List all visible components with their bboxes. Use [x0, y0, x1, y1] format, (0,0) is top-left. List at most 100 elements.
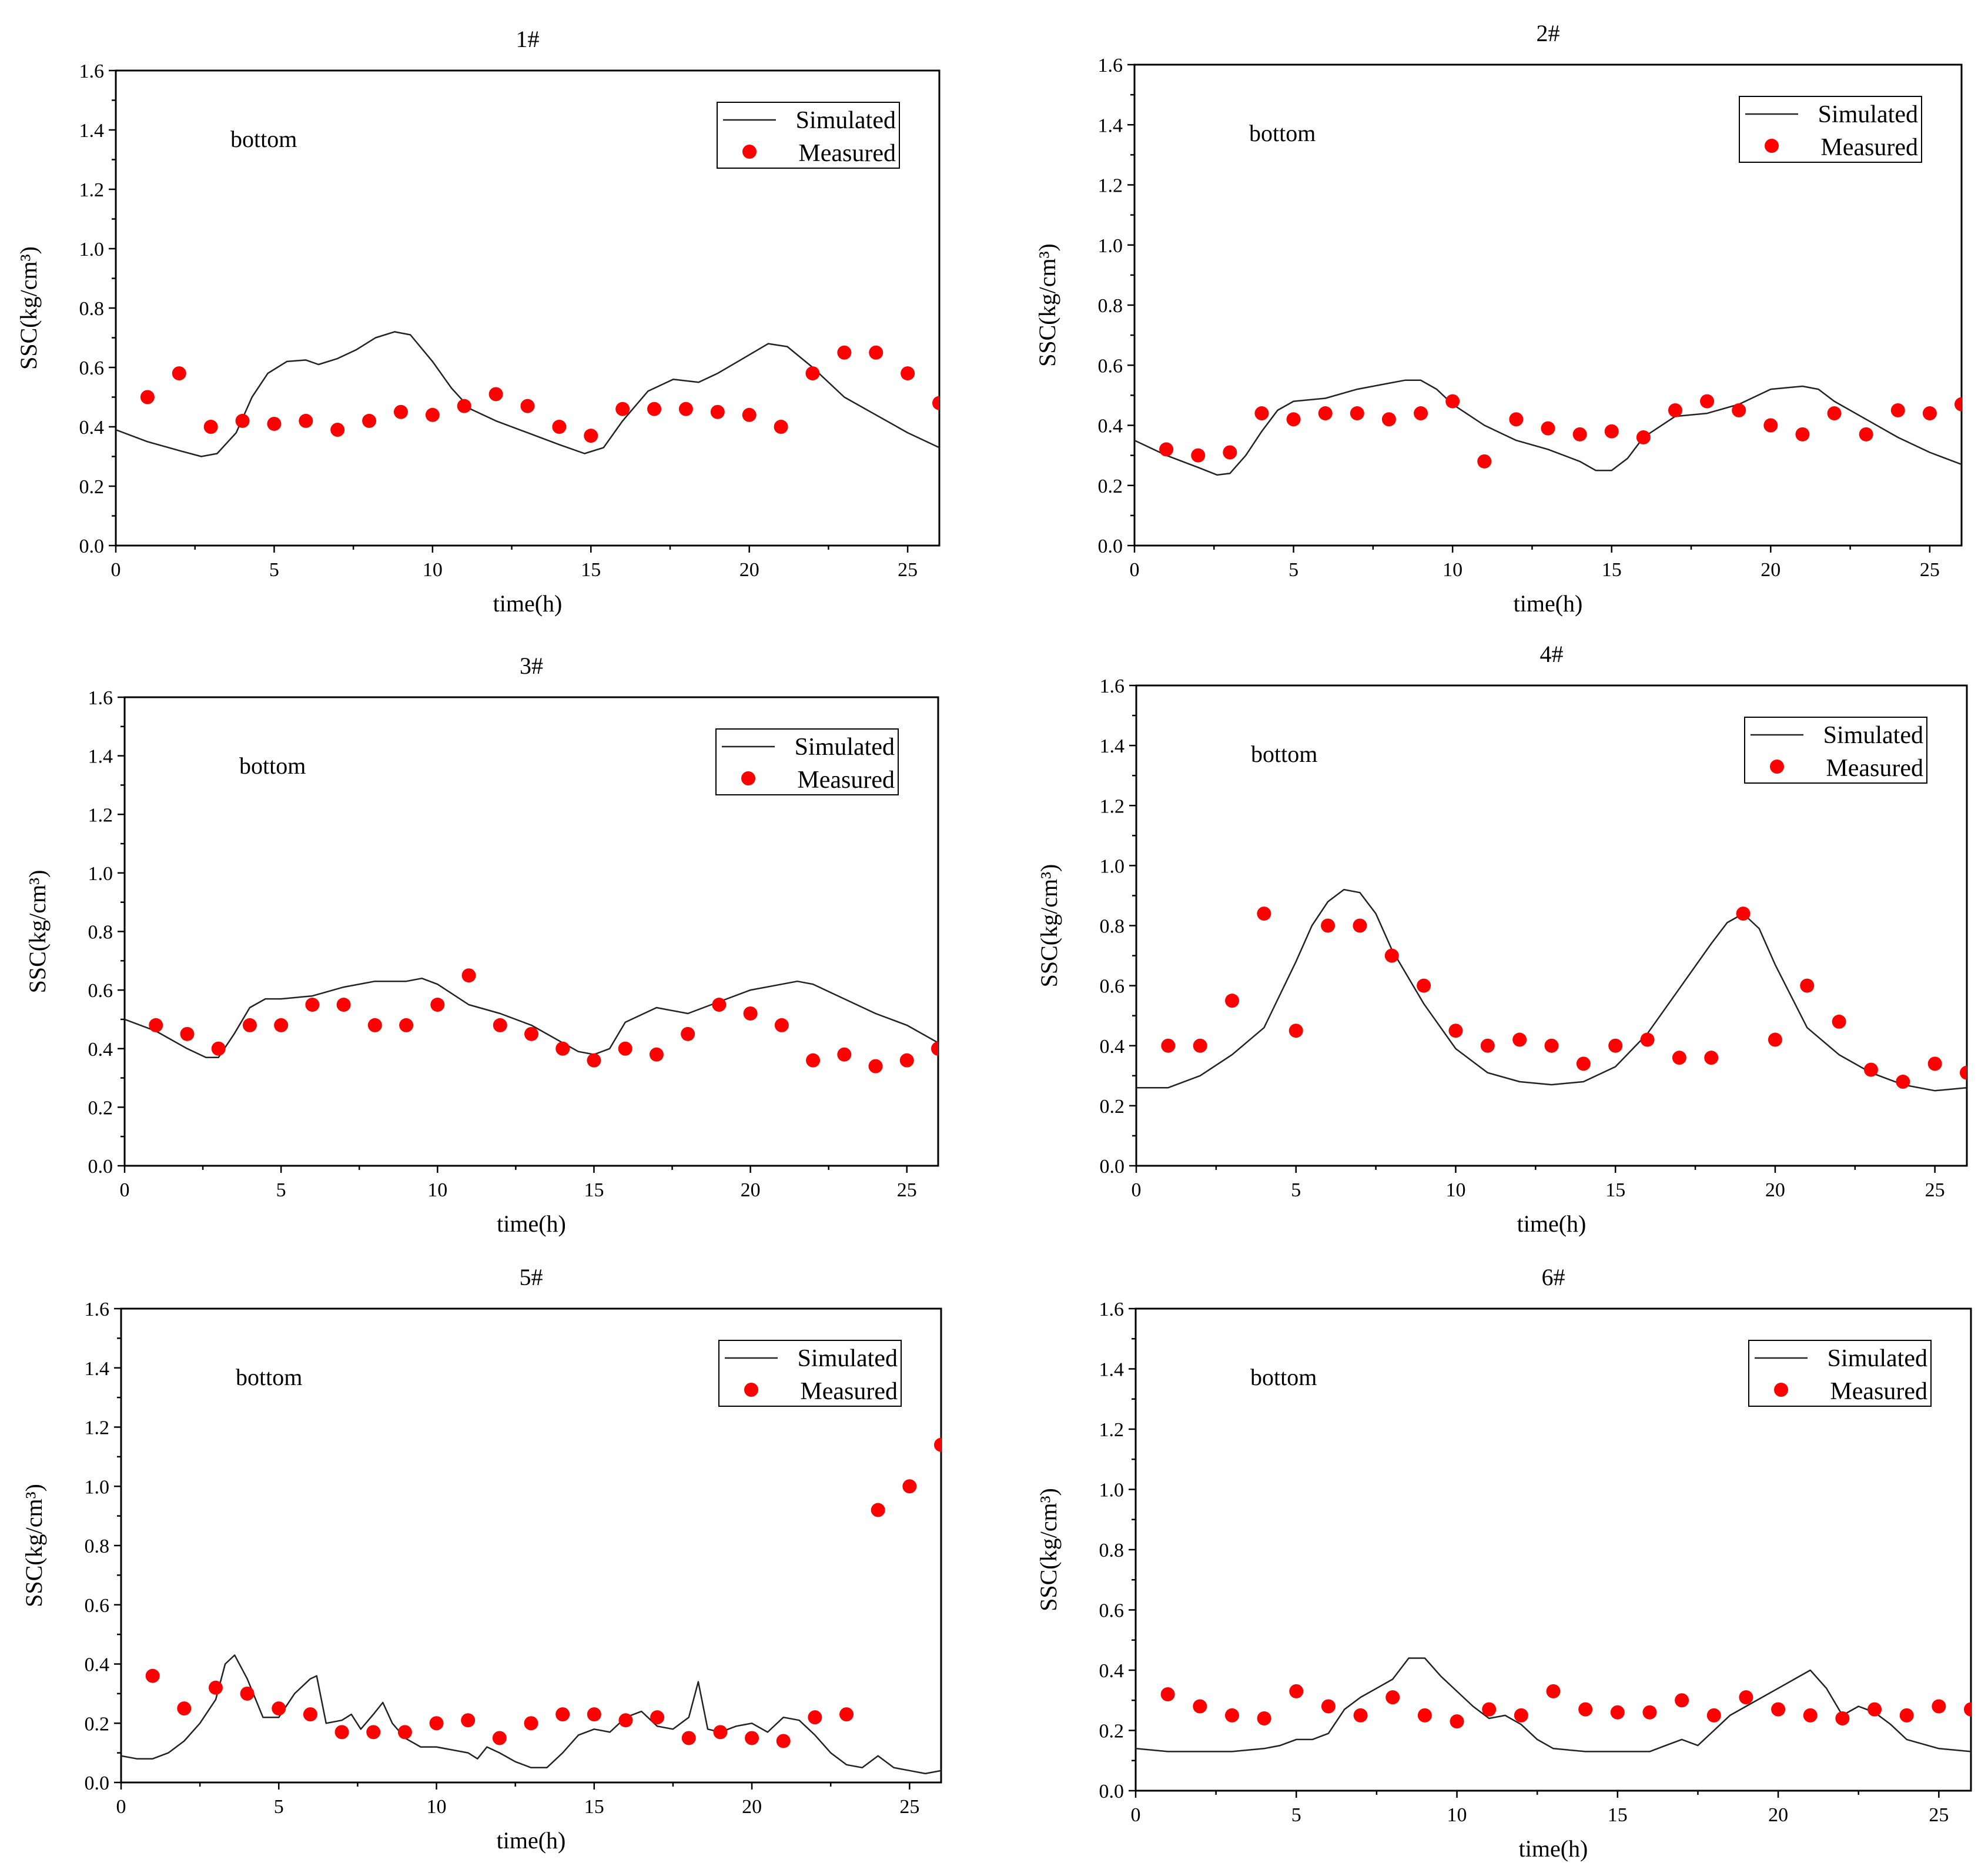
- measured-point: [1867, 1702, 1882, 1717]
- measured-point: [1927, 1056, 1942, 1071]
- measured-point: [1384, 948, 1399, 963]
- x-tick-label: 15: [1608, 1804, 1628, 1826]
- measured-point: [429, 1716, 444, 1731]
- x-tick-label: 20: [739, 559, 759, 581]
- measured-point: [303, 1707, 317, 1722]
- measured-point: [1286, 412, 1301, 427]
- measured-point: [362, 413, 377, 428]
- measured-point: [1161, 1038, 1176, 1053]
- y-axis-label: SSC(kg/cm³): [1035, 1488, 1062, 1611]
- legend: Simulated Measured: [1744, 717, 1927, 784]
- measured-point: [837, 345, 852, 360]
- measured-point: [397, 1725, 412, 1740]
- measured-point: [615, 402, 630, 416]
- measured-point: [177, 1701, 192, 1716]
- measured-point: [1159, 442, 1174, 457]
- x-tick-label: 15: [1602, 559, 1622, 581]
- x-tick-label: 10: [1445, 1179, 1465, 1201]
- y-tick-label: 1.0: [1100, 855, 1125, 877]
- measured-point: [172, 366, 186, 381]
- simulated-line: [116, 331, 939, 457]
- y-tick-label: 1.0: [1099, 1480, 1124, 1501]
- depth-annotation: bottom: [1249, 120, 1316, 146]
- legend-dot-swatch: [1765, 139, 1779, 153]
- y-tick-label: 0.2: [85, 1713, 110, 1735]
- y-tick-label: 1.4: [88, 746, 113, 768]
- measured-point: [305, 998, 320, 1012]
- y-axis-label: SSC(kg/cm³): [21, 1484, 47, 1607]
- simulated-line: [125, 977, 938, 1058]
- chart-title: 3#: [520, 653, 543, 679]
- simulated-line: [1134, 379, 1962, 476]
- chart-title: 4#: [1540, 641, 1564, 667]
- measured-point: [1795, 427, 1810, 442]
- chart-panel-6: 6# 0 5 10 15 20 25 0.0 0.2 0.4 0.6 0.8 1.0 1.2 1.4 1.6 t…: [1035, 1264, 1972, 1862]
- measured-point: [1827, 406, 1842, 421]
- series-layer: [1136, 1657, 1971, 1752]
- x-tick-label: 20: [1768, 1804, 1788, 1826]
- measured-point: [520, 399, 535, 413]
- measured-point: [203, 420, 218, 434]
- y-tick-label: 1.4: [1098, 115, 1123, 136]
- measured-point: [1477, 454, 1492, 469]
- measured-point: [869, 345, 883, 360]
- measured-point: [1604, 424, 1619, 439]
- legend-box: [718, 1340, 902, 1407]
- y-tick-label: 1.2: [1098, 175, 1123, 197]
- measured-point: [932, 396, 939, 410]
- y-tick-label: 1.2: [79, 179, 105, 201]
- y-tick-label: 0.2: [1100, 1096, 1125, 1118]
- measured-point: [461, 1713, 476, 1728]
- measured-point: [681, 1731, 696, 1745]
- measured-point: [145, 1668, 160, 1683]
- measured-point: [555, 1707, 570, 1722]
- measured-point: [901, 366, 915, 381]
- depth-annotation: bottom: [239, 752, 306, 779]
- measured-point: [584, 429, 598, 443]
- measured-point: [1318, 406, 1333, 421]
- measured-point: [240, 1686, 255, 1701]
- measured-point: [1417, 1708, 1432, 1723]
- y-tick-label: 1.4: [79, 120, 105, 142]
- measured-point: [587, 1053, 601, 1068]
- y-tick-label: 0.0: [85, 1772, 110, 1794]
- x-tick-label: 20: [1761, 559, 1781, 581]
- x-axis-label: time(h): [497, 1827, 566, 1854]
- y-tick-label: 0.4: [85, 1654, 110, 1676]
- legend-label-simulated: Simulated: [798, 1345, 898, 1372]
- measured-point: [649, 1047, 664, 1062]
- depth-annotation: bottom: [1250, 1364, 1317, 1390]
- measured-point: [1512, 1032, 1527, 1047]
- x-tick-label: 15: [1605, 1179, 1625, 1201]
- y-tick-label: 1.4: [85, 1358, 110, 1380]
- y-axis-label: SSC(kg/cm³): [24, 870, 51, 994]
- measured-point: [1636, 430, 1651, 444]
- measured-point: [902, 1479, 917, 1494]
- x-tick-label: 5: [274, 1796, 284, 1818]
- legend-label-simulated: Simulated: [796, 107, 896, 134]
- measured-point: [1576, 1056, 1591, 1071]
- x-tick-label: 10: [427, 1179, 447, 1201]
- measured-point: [806, 1053, 821, 1068]
- measured-point: [1732, 403, 1746, 417]
- measured-point: [587, 1707, 601, 1722]
- measured-point: [743, 1006, 758, 1021]
- measured-point: [1964, 1702, 1971, 1717]
- measured-point: [1482, 1702, 1497, 1717]
- measured-point: [524, 1026, 538, 1041]
- x-axis-label: time(h): [497, 1210, 566, 1237]
- measured-point: [647, 402, 662, 416]
- y-tick-label: 0.8: [1100, 916, 1125, 938]
- x-tick-label: 25: [1929, 1804, 1949, 1826]
- measured-point: [1448, 1024, 1463, 1038]
- legend-dot-swatch: [1774, 1383, 1788, 1397]
- simulated-line: [121, 1654, 941, 1775]
- measured-point: [272, 1701, 286, 1716]
- measured-point: [493, 1018, 507, 1032]
- measured-point: [774, 420, 788, 434]
- measured-point: [1863, 1062, 1878, 1077]
- legend-label-measured: Measured: [798, 140, 896, 167]
- measured-point: [1514, 1708, 1528, 1723]
- x-tick-label: 25: [899, 1796, 919, 1818]
- x-tick-label: 20: [741, 1179, 761, 1201]
